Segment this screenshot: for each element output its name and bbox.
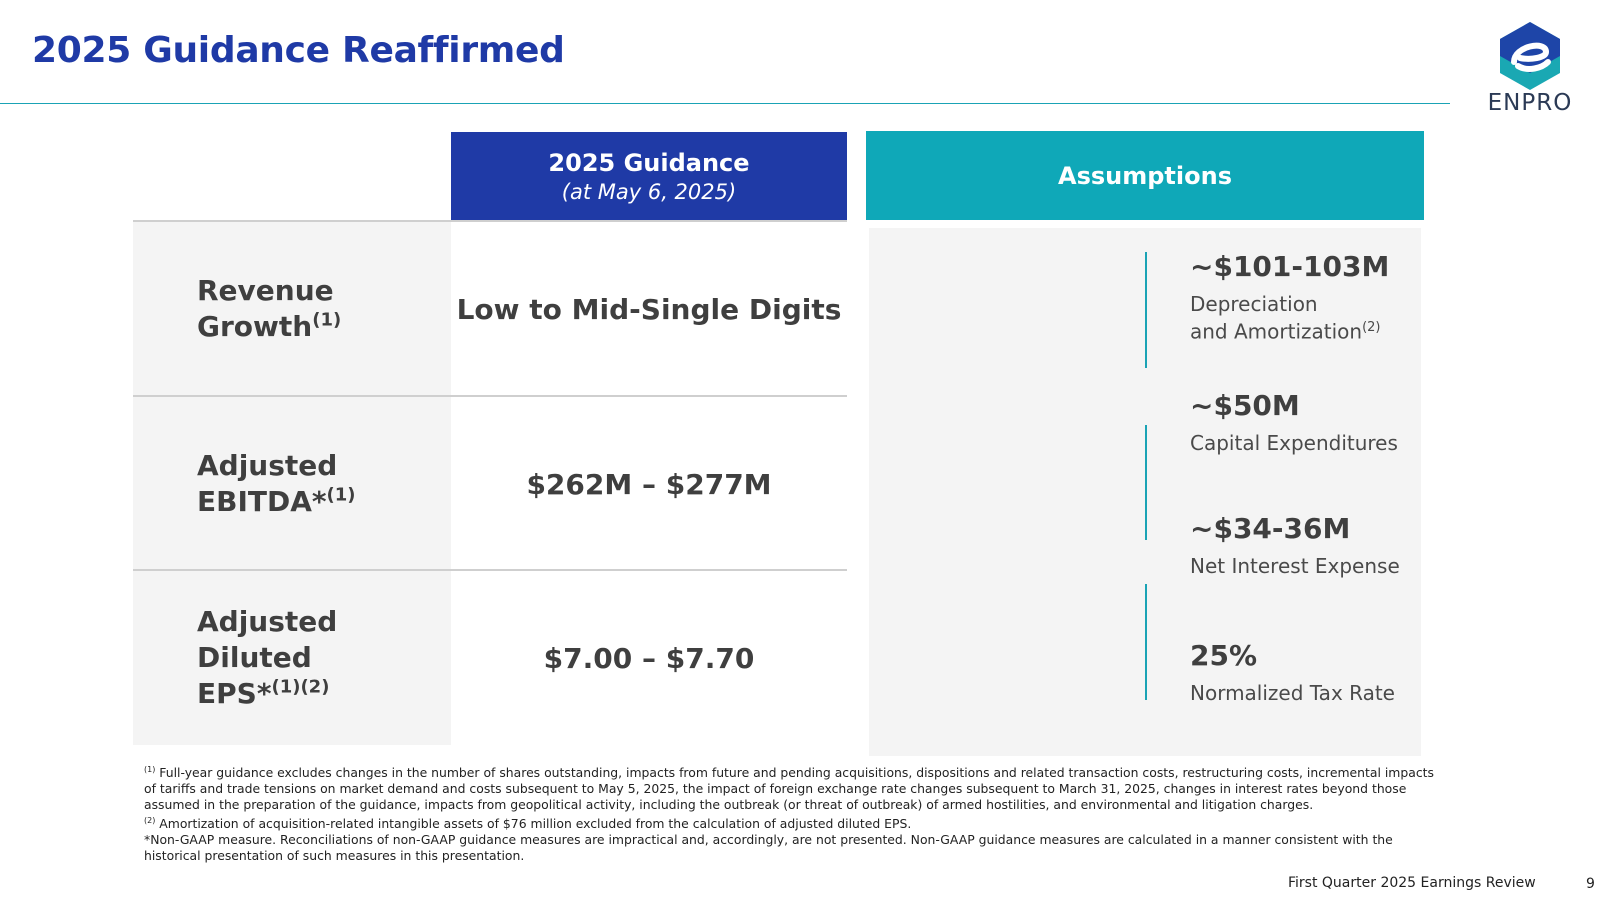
- assumption-label: Normalized Tax Rate: [1190, 681, 1395, 705]
- guidance-header: 2025 Guidance (at May 6, 2025): [451, 132, 847, 222]
- row-divider: [133, 395, 847, 397]
- row-value: $7.00 – $7.70: [543, 641, 755, 675]
- row-label-cell: Adjusted Diluted EPS*(1)(2): [133, 571, 451, 745]
- assumption-label: Capital Expenditures: [1190, 431, 1398, 455]
- assumptions-header-label: Assumptions: [1058, 161, 1232, 190]
- assumption-capex: ~$50M Capital Expenditures: [1190, 389, 1398, 455]
- assumption-divider: [1145, 584, 1147, 700]
- guidance-row-ebitda: Adjusted EBITDA*(1) $262M – $277M: [133, 397, 847, 571]
- footnotes: (1) Full-year guidance excludes changes …: [144, 762, 1444, 864]
- row-divider: [133, 569, 847, 571]
- row-label: Revenue Growth(1): [197, 274, 342, 343]
- row-divider: [133, 220, 847, 222]
- row-value: Low to Mid-Single Digits: [456, 292, 842, 326]
- row-value: $262M – $277M: [526, 467, 772, 501]
- assumption-value: 25%: [1190, 639, 1258, 672]
- footer-text: First Quarter 2025 Earnings Review: [1288, 875, 1536, 891]
- row-label-cell: Adjusted EBITDA*(1): [133, 397, 451, 571]
- enpro-logo: ENPRO: [1470, 18, 1590, 122]
- row-label: Adjusted EBITDA*(1): [197, 449, 356, 518]
- page-number: 9: [1586, 876, 1595, 892]
- assumption-divider: [1145, 425, 1147, 540]
- assumption-interest: ~$34-36M Net Interest Expense: [1190, 512, 1400, 578]
- assumption-value: ~$34-36M: [1190, 512, 1351, 545]
- footnote-2: (2) Amortization of acquisition-related …: [144, 816, 912, 832]
- assumption-da: ~$101-103M Depreciation and Amortization(…: [1190, 250, 1389, 344]
- assumption-tax: 25% Normalized Tax Rate: [1190, 639, 1395, 705]
- row-label-cell: Revenue Growth(1): [133, 222, 451, 396]
- assumption-value: ~$101-103M: [1190, 250, 1390, 283]
- guidance-header-subtitle: (at May 6, 2025): [561, 180, 737, 204]
- assumption-value: ~$50M: [1190, 389, 1300, 422]
- enpro-logo-icon: [1500, 22, 1560, 90]
- guidance-row-eps: Adjusted Diluted EPS*(1)(2) $7.00 – $7.70: [133, 571, 847, 745]
- footnote-3: *Non-GAAP measure. Reconciliations of no…: [144, 832, 1393, 864]
- logo-wordmark: ENPRO: [1487, 90, 1573, 116]
- footnote-1: (1) Full-year guidance excludes changes …: [144, 765, 1434, 813]
- slide-title: 2025 Guidance Reaffirmed: [32, 30, 565, 71]
- assumption-label: Net Interest Expense: [1190, 554, 1400, 578]
- assumption-divider: [1145, 252, 1147, 368]
- title-divider: [0, 103, 1450, 104]
- assumption-label: Depreciation and Amortization(2): [1190, 292, 1381, 344]
- guidance-row-revenue: Revenue Growth(1) Low to Mid-Single Digit…: [133, 222, 847, 396]
- guidance-header-title: 2025 Guidance: [548, 149, 750, 177]
- assumptions-header: Assumptions: [866, 131, 1424, 220]
- row-label: Adjusted Diluted EPS*(1)(2): [197, 605, 338, 710]
